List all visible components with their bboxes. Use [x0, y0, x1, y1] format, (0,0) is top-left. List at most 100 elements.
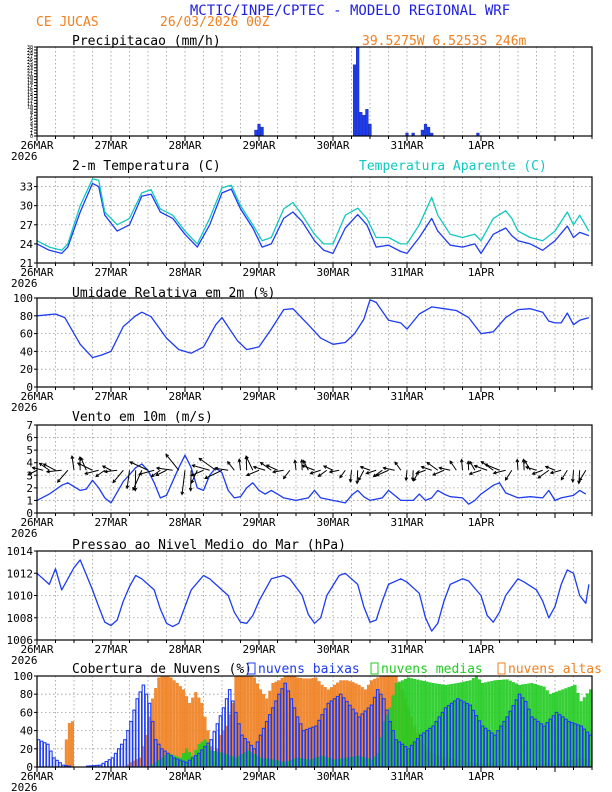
wind-arrow-head: [56, 479, 61, 483]
rh-day-label: 27MAR: [94, 390, 127, 403]
wind-arrow-head: [339, 474, 343, 479]
wind-arrow: [39, 462, 50, 471]
legend-swatch-orange: [497, 662, 506, 675]
precip-ytick-label: 6: [30, 116, 33, 122]
wind-arrow-head: [469, 460, 473, 465]
pres-day-label: 26MAR: [20, 643, 53, 656]
cloud-bar-nuvens-altas: [67, 723, 71, 768]
precip-bar: [359, 112, 363, 137]
precip-ytick-label: 16: [27, 87, 33, 93]
wind-arrow: [493, 469, 506, 474]
precip-year-label: 2026: [11, 150, 38, 163]
wind-arrow: [426, 462, 439, 471]
temp-ytick-label: 21: [20, 257, 33, 270]
wind-arrow-head: [413, 477, 417, 482]
precip-ytick-label: 3: [30, 125, 33, 131]
precip-ytick-label: 30: [27, 45, 33, 51]
wind-arrow-head: [484, 463, 489, 467]
wind-arrow-head: [188, 487, 193, 492]
wind-arrow: [198, 457, 217, 471]
pres-title: Pressao ao Nivel Medio do Mar (hPa): [72, 538, 346, 553]
wind-arrow: [366, 469, 377, 474]
wind-arrow-head: [426, 461, 431, 466]
precip-bar: [362, 115, 366, 137]
rh-day-label: 26MAR: [20, 390, 53, 403]
pres-day-label: 1APR: [468, 643, 495, 656]
wind-arrow-head: [365, 470, 370, 475]
wind-ytick-label: 1: [26, 494, 33, 507]
wind-arrow-head: [415, 471, 420, 475]
wind-arrow-head: [190, 479, 195, 484]
precip-ytick-label: 0: [30, 134, 33, 140]
temp-ytick-label: 33: [20, 181, 33, 194]
precip-ytick-label: 25: [27, 60, 33, 66]
pres-year-label: 2026: [11, 654, 38, 667]
rh-day-label: 29MAR: [242, 390, 275, 403]
rh-year-label: 2026: [11, 401, 38, 414]
precip-ytick-label: 7: [30, 113, 33, 119]
wind-arrow: [469, 469, 482, 475]
wind-arrow: [191, 469, 204, 477]
clouds-ytick-label: 20: [20, 743, 33, 756]
wind-arrow-head: [404, 477, 409, 482]
wind-arrow: [560, 469, 568, 480]
wind-arrow: [260, 462, 272, 471]
wind-arrow-head: [302, 459, 307, 464]
wind-arrow: [43, 463, 56, 471]
precip-ytick-label: 13: [27, 95, 33, 101]
pres-panel: 1006 1008 1010 1012 1014 26MAR 27MAR 28MAR 29MAR…: [7, 538, 593, 667]
wind-arrow: [358, 470, 365, 481]
wind-arrow: [323, 465, 334, 471]
cloud-bar-nuvens-altas: [178, 686, 182, 768]
clouds-day-label: 28MAR: [168, 770, 201, 783]
wind-arrow-head: [198, 457, 203, 462]
clouds-day-label: 30MAR: [316, 770, 349, 783]
pres-series-line: [36, 559, 590, 632]
wind-arrow: [469, 461, 476, 471]
wind-arrow: [130, 461, 149, 471]
clouds-ytick-label: 40: [20, 725, 33, 738]
wind-arrow: [524, 460, 531, 471]
wind-arrow-head: [309, 470, 314, 475]
wind-arrow: [102, 465, 112, 471]
wind-arrow: [578, 470, 581, 484]
wind-arrow: [266, 464, 278, 471]
wind-arrow-head: [191, 464, 196, 468]
precip-bar: [352, 64, 357, 137]
wind-arrow-head: [348, 478, 353, 483]
rh-day-label: 28MAR: [168, 390, 201, 403]
wind-arrow-head: [579, 477, 583, 482]
pres-day-label: 29MAR: [242, 643, 275, 656]
clouds-day-label: 31MAR: [390, 770, 423, 783]
clouds-ytick-label: 0: [26, 761, 33, 774]
wind-arrow: [523, 459, 525, 471]
wind-arrow: [525, 466, 537, 471]
wind-arrow: [329, 469, 340, 473]
precip-ytick-label: 19: [27, 78, 33, 84]
wind-arrow-head: [355, 480, 360, 485]
wind-arrow: [238, 459, 241, 471]
wind-arrow: [537, 469, 550, 479]
precip-panel: 0123456789101112131415161718192021222324…: [11, 34, 593, 163]
wind-arrow: [310, 469, 321, 474]
wind-year-label: 2026: [11, 527, 38, 540]
legend-label-orange: nuvens altas: [508, 662, 602, 677]
temp-ytick-label: 24: [20, 238, 34, 251]
precip-ytick-label: 21: [27, 72, 33, 78]
wind-arrow: [80, 457, 87, 471]
wind-arrow-head: [322, 465, 327, 469]
wind-arrow: [550, 469, 562, 474]
wind-arrow: [181, 470, 186, 495]
wind-arrow: [27, 469, 38, 476]
clouds-frame: [36, 675, 593, 768]
wind-arrow-head: [492, 470, 497, 475]
wind-arrow-head: [31, 466, 36, 471]
wind-arrow: [303, 460, 309, 471]
wind-arrow: [215, 467, 229, 471]
wind-arrow: [46, 469, 62, 473]
wind-day-label: 28MAR: [168, 516, 201, 529]
precip-ytick-label: 5: [30, 119, 33, 125]
precip-ytick-label: 29: [27, 48, 33, 54]
wind-arrow-head: [293, 459, 298, 464]
